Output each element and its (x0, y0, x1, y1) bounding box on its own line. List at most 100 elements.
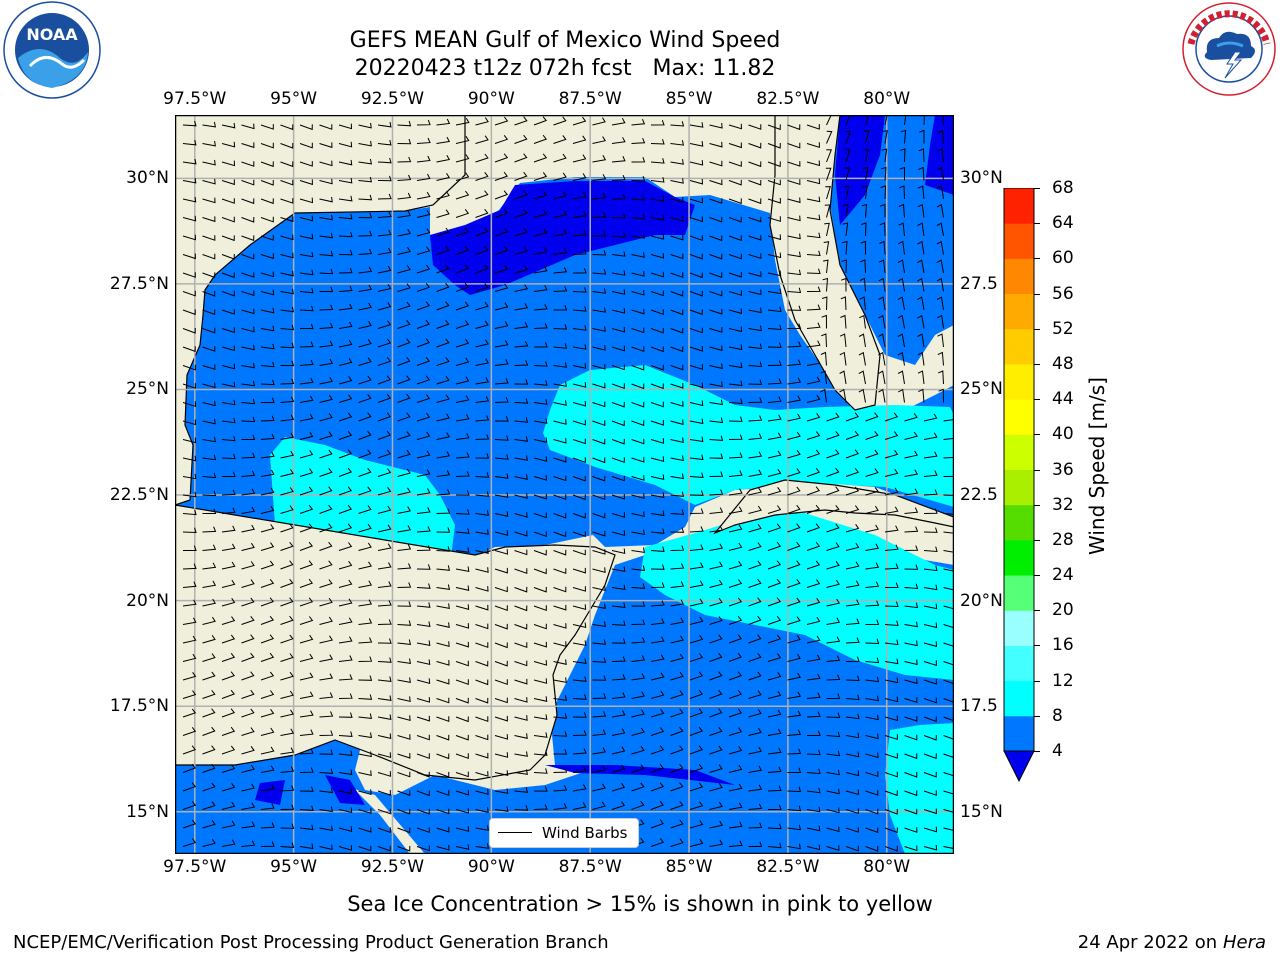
wind-barb (397, 658, 412, 664)
wind-barb (338, 542, 353, 551)
wind-barb (182, 745, 197, 755)
wind-barb (358, 789, 372, 795)
wind-barb (865, 468, 879, 477)
wind-barb (572, 192, 587, 200)
wind-barb (241, 123, 255, 130)
wind-barb (533, 380, 548, 386)
wind-barb (202, 782, 216, 792)
wind-barb (878, 370, 886, 385)
map-title-line1: GEFS MEAN Gulf of Mexico Wind Speed (349, 28, 781, 53)
wind-barb (650, 177, 665, 183)
wind-barb (650, 690, 665, 699)
wind-barb (182, 763, 197, 773)
wind-barb (884, 639, 899, 646)
wind-barb (299, 672, 314, 681)
wind-barb (865, 115, 870, 126)
wind-barb (728, 542, 743, 551)
colorbar-tick-label: 52 (1052, 318, 1074, 339)
wind-barb (709, 179, 723, 186)
wind-barb (670, 671, 684, 681)
wind-barb (884, 734, 898, 740)
wind-barb (572, 694, 587, 700)
wind-barb (416, 264, 431, 274)
wind-barb (494, 788, 509, 794)
wind-barb (280, 378, 295, 385)
wind-barb (358, 599, 373, 607)
wind-barb (787, 748, 802, 755)
wind-barb (182, 215, 197, 222)
map-panel (174, 114, 955, 855)
ocean-wind-under-4-south (545, 765, 735, 785)
wind-barb (937, 129, 944, 144)
wind-barb (884, 506, 899, 514)
wind-barb (884, 790, 898, 797)
wind-barb (377, 543, 392, 551)
wind-barb (728, 344, 743, 351)
wind-barb (436, 489, 451, 496)
wind-barb (319, 844, 333, 851)
wind-barb (611, 345, 625, 352)
wind-barb (787, 653, 801, 662)
wind-barb (859, 314, 866, 329)
wind-barb (299, 179, 313, 186)
wind-barb (241, 524, 255, 533)
wind-barb (806, 787, 821, 794)
wind-barb (787, 305, 802, 311)
wind-barb (572, 802, 587, 810)
wind-barb (202, 364, 216, 370)
wind-barb (689, 309, 703, 316)
wind-barb (904, 678, 918, 685)
wind-barb (865, 543, 880, 551)
wind-barb (841, 277, 847, 292)
wind-barb (416, 507, 431, 514)
wind-barb (455, 771, 469, 778)
wind-barb (494, 454, 509, 460)
wind-barb (845, 467, 860, 477)
wind-barb (937, 333, 944, 348)
wind-barb (845, 827, 859, 833)
wind-barb (897, 314, 905, 329)
wind-barb (514, 265, 528, 274)
wind-barb (182, 290, 196, 297)
wind-barb (260, 727, 275, 736)
wind-barb (670, 437, 684, 444)
wind-barb (611, 801, 626, 810)
wind-barb (475, 320, 489, 329)
wind-barb (611, 401, 625, 408)
wind-barb (280, 450, 294, 459)
wind-barb (241, 783, 255, 792)
wind-barb (572, 135, 587, 144)
wind-barb (358, 732, 373, 739)
wind-barb (397, 734, 411, 740)
wind-barb (748, 161, 762, 168)
wind-barb (241, 821, 256, 829)
wind-barb (826, 115, 832, 126)
wind-barb (436, 546, 451, 552)
wind-barb (182, 599, 197, 607)
wind-barb (377, 356, 392, 366)
wind-barb (728, 689, 743, 699)
wind-barb (572, 512, 586, 519)
wind-barb (436, 603, 450, 610)
wind-barb (475, 358, 489, 366)
wind-barb (806, 214, 821, 221)
wind-barb (553, 677, 567, 684)
wind-barb (826, 467, 840, 477)
wind-barb (377, 789, 391, 796)
wind-barb (416, 228, 431, 237)
wind-barb (670, 690, 684, 699)
wind-barb (416, 734, 430, 741)
wind-barb (475, 660, 489, 667)
wind-barb (533, 247, 548, 255)
wind-barb (260, 289, 275, 296)
wind-barb (650, 438, 665, 444)
noaa-logo-text: NOAA (26, 25, 78, 44)
wind-barb (319, 467, 333, 477)
wind-barb (650, 819, 665, 829)
wind-barb (494, 153, 509, 163)
footer-machine-name: Hera (1222, 932, 1266, 953)
wind-barb (882, 130, 888, 144)
wind-barb (863, 130, 870, 144)
wind-barb (806, 635, 821, 644)
wind-barb (631, 233, 645, 239)
